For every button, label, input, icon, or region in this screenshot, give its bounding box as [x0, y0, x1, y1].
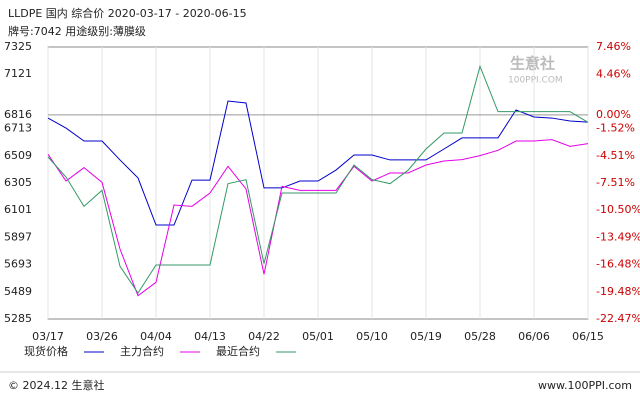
y2-tick-label: -19.48% — [596, 285, 640, 298]
y2-tick-label: -7.51% — [596, 176, 635, 189]
y-tick-label: 6101 — [4, 203, 32, 216]
y2-tick-label: -1.52% — [596, 122, 635, 135]
x-tick-label: 04/22 — [248, 330, 280, 343]
y-tick-label: 5285 — [4, 312, 32, 325]
footer-right: www.100PPI.com — [538, 379, 632, 392]
y2-tick-label: -16.48% — [596, 258, 640, 271]
chart-title: LLDPE 国内 综合价 2020-03-17 - 2020-06-15 — [8, 6, 247, 20]
y2-tick-label: 0.00% — [596, 108, 631, 121]
x-tick-label: 04/04 — [140, 330, 172, 343]
watermark: 生意社 — [510, 55, 555, 73]
y2-tick-label: -4.51% — [596, 149, 635, 162]
x-tick-label: 05/28 — [464, 330, 496, 343]
y-tick-label: 6305 — [4, 176, 32, 189]
y2-tick-label: -22.47% — [596, 312, 640, 325]
legend-label: 主力合约 — [120, 344, 164, 358]
y-tick-label: 6509 — [4, 149, 32, 162]
x-tick-label: 05/10 — [356, 330, 388, 343]
y-tick-label: 7121 — [4, 67, 32, 80]
x-tick-label: 03/17 — [32, 330, 64, 343]
legend-label: 现货价格 — [24, 344, 68, 358]
x-tick-label: 06/15 — [572, 330, 604, 343]
y-tick-label: 6713 — [4, 122, 32, 135]
y-tick-label: 5897 — [4, 230, 32, 243]
y2-tick-label: 4.46% — [596, 67, 631, 80]
y-tick-label: 5693 — [4, 258, 32, 271]
x-tick-label: 05/19 — [410, 330, 442, 343]
watermark: 100PPI.COM — [508, 76, 563, 86]
chart-subtitle: 牌号:7042 用途级别:薄膜级 — [8, 24, 146, 38]
y-tick-label: 6816 — [4, 108, 32, 121]
series-line — [47, 64, 589, 294]
x-tick-label: 04/13 — [194, 330, 226, 343]
x-tick-label: 03/26 — [86, 330, 118, 343]
footer-left: © 2024.12 生意社 — [8, 378, 104, 392]
y-tick-label: 7325 — [4, 40, 32, 53]
y2-tick-label: 7.46% — [596, 40, 631, 53]
series-line — [47, 139, 589, 297]
series-line — [47, 100, 589, 226]
y2-tick-label: -10.50% — [596, 203, 640, 216]
legend-label: 最近合约 — [216, 344, 260, 358]
x-tick-label: 06/06 — [518, 330, 550, 343]
y-tick-label: 5489 — [4, 285, 32, 298]
x-tick-label: 05/01 — [302, 330, 334, 343]
y2-tick-label: -13.49% — [596, 230, 640, 243]
